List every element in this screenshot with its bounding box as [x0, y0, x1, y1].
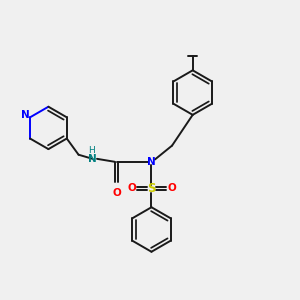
- Text: N: N: [147, 157, 156, 167]
- Text: O: O: [167, 183, 176, 193]
- Text: N: N: [21, 110, 30, 120]
- Text: O: O: [127, 183, 136, 193]
- Text: S: S: [147, 182, 156, 195]
- Text: N: N: [88, 154, 97, 164]
- Text: H: H: [88, 146, 94, 155]
- Text: O: O: [112, 188, 121, 198]
